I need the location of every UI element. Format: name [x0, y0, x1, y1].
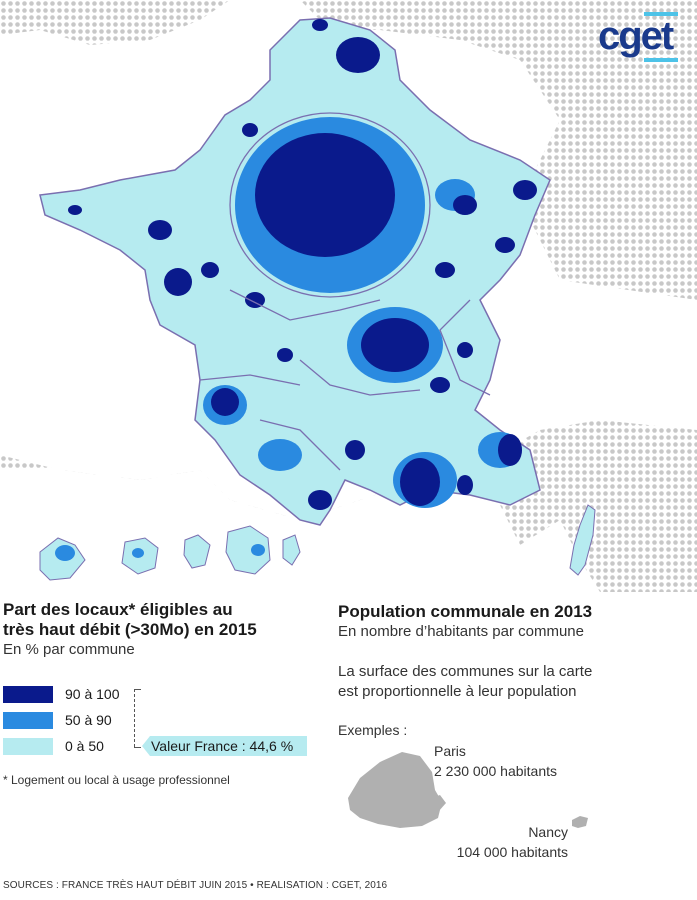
cartogram-svg [0, 0, 697, 592]
footnote: * Logement ou local à usage professionne… [3, 773, 230, 787]
legend-bracket-bottom [134, 747, 141, 748]
paris-population: 2 230 000 habitants [434, 763, 557, 779]
example-paris: Paris 2 230 000 habitants [434, 741, 557, 781]
france-mainland [39, 17, 551, 526]
population-note-line1: La surface des communes sur la carte [338, 663, 593, 680]
examples-label: Exemples : [338, 722, 408, 738]
population-note: La surface des communes sur la carte est… [338, 662, 638, 702]
legend-item-low: 0 à 50 [3, 738, 203, 756]
nancy-population: 104 000 habitants [456, 844, 568, 860]
legend-label-high: 90 à 100 [65, 686, 120, 702]
legend-label-mid: 50 à 90 [65, 712, 112, 728]
legend-title-line1: Part des locaux* éligibles au [3, 600, 233, 619]
legend-population: Population communale en 2013 En nombre d… [338, 602, 688, 738]
legend-title-line2: très haut débit (>30Mo) en 2015 [3, 620, 257, 639]
legend-item-high: 90 à 100 [3, 686, 203, 704]
example-nancy: Nancy 104 000 habitants [444, 822, 568, 862]
neighbour-uk [0, 0, 230, 45]
legend-broadband: Part des locaux* éligibles au très haut … [3, 600, 323, 755]
cget-logo: cget [598, 12, 684, 62]
paris-name: Paris [434, 743, 466, 759]
logo-text: cget [598, 14, 674, 58]
corsica [569, 504, 596, 576]
legend-item-mid: 50 à 90 [3, 712, 203, 730]
example-shapes [348, 752, 588, 828]
legend-swatch-mid [3, 712, 53, 729]
overseas-territories [39, 525, 301, 581]
legend-bracket [134, 689, 141, 747]
legend-bracket-top [134, 689, 141, 690]
paris-shape-tail [426, 795, 446, 812]
paris-shape [348, 752, 442, 828]
legend-label-low: 0 à 50 [65, 738, 104, 754]
population-subtitle: En nombre d’habitants par commune [338, 623, 584, 640]
sources: SOURCES : FRANCE TRÈS HAUT DÉBIT JUIN 20… [3, 880, 388, 891]
legend-swatch-low [3, 738, 53, 755]
legend-swatch-high [3, 686, 53, 703]
nancy-name: Nancy [528, 824, 568, 840]
population-note-line2: est proportionnelle à leur population [338, 683, 577, 700]
nancy-shape [572, 816, 588, 828]
national-value-badge: Valeur France : 44,6 % [142, 736, 307, 756]
legend-subtitle: En % par commune [3, 641, 135, 658]
neighbour-north [0, 0, 697, 592]
population-title: Population communale en 2013 [338, 602, 593, 621]
cartogram-map [0, 0, 697, 592]
